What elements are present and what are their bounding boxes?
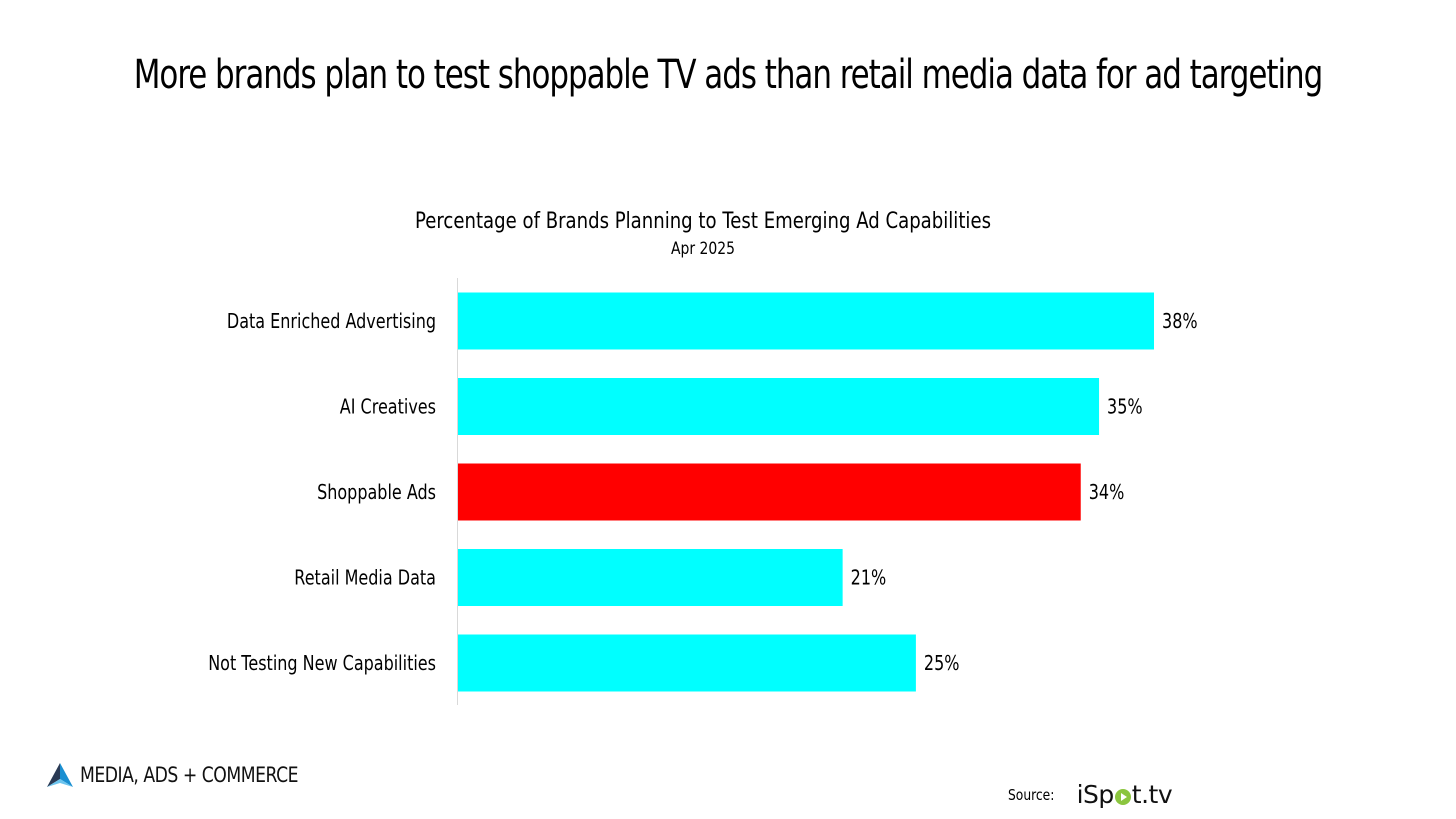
page-title: More brands plan to test shoppable TV ad… (133, 52, 1324, 98)
chart-subtitle: Apr 2025 (671, 239, 735, 259)
bar-0 (458, 292, 1154, 350)
value-label-4: 25% (924, 651, 960, 675)
bar-4 (458, 634, 916, 692)
play-dot-icon (1114, 788, 1131, 805)
brand-name: MEDIA, ADS + COMMERCE (80, 763, 299, 787)
category-label-4: Not Testing New Capabilities (208, 651, 436, 675)
brand-block: MEDIA, ADS + COMMERCE (46, 762, 346, 788)
category-label-0: Data Enriched Advertising (227, 309, 436, 333)
ispot-logo-prefix: iSp (1076, 780, 1115, 809)
bar-1 (458, 378, 1100, 435)
ispot-logo-suffix: t.tv (1131, 780, 1173, 809)
source-label: Source: (1008, 785, 1055, 804)
value-label-1: 35% (1107, 395, 1143, 419)
bar-2 (458, 463, 1081, 521)
value-label-0: 38% (1162, 309, 1198, 333)
bar-3 (458, 549, 843, 606)
value-label-3: 21% (851, 566, 887, 590)
category-label-1: AI Creatives (340, 395, 436, 419)
chart-title: Percentage of Brands Planning to Test Em… (415, 209, 991, 234)
category-label-2: Shoppable Ads (317, 480, 436, 504)
value-label-2: 34% (1089, 480, 1125, 504)
mountain-logo-icon (47, 763, 73, 787)
category-label-3: Retail Media Data (294, 566, 436, 590)
source-block: Source: iSp t.tv (1008, 780, 1173, 809)
ispot-logo: iSp t.tv (1077, 780, 1173, 809)
